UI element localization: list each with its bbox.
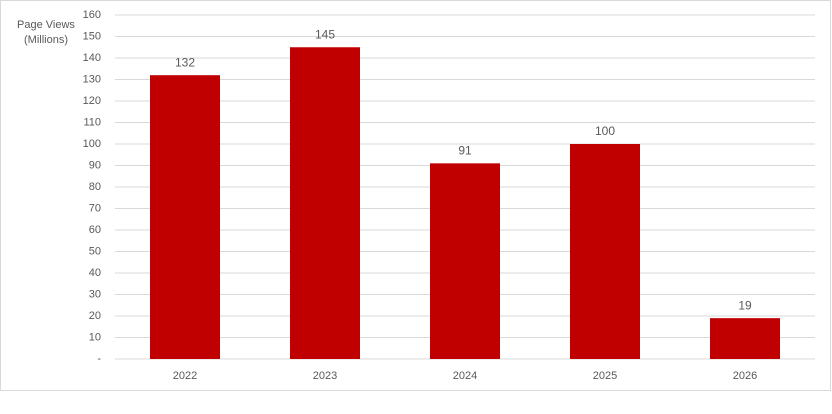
- y-tick-label: 140: [83, 52, 101, 64]
- y-tick-label: 150: [83, 30, 101, 42]
- bar: [570, 144, 640, 359]
- bar: [430, 163, 500, 359]
- y-tick-label: 60: [89, 224, 101, 236]
- x-tick-label: 2025: [593, 370, 617, 382]
- y-tick-label: 110: [83, 116, 101, 128]
- x-tick-label: 2023: [313, 370, 337, 382]
- y-tick-label: 70: [89, 202, 101, 214]
- data-label: 145: [315, 27, 335, 41]
- data-label: 19: [738, 298, 752, 312]
- y-tick-label: 90: [89, 159, 101, 171]
- y-tick-label: 10: [89, 331, 101, 343]
- data-label: 100: [595, 124, 615, 138]
- y-tick-label: 50: [89, 245, 101, 257]
- y-axis-title: (Millions): [24, 34, 68, 46]
- y-tick-label: 160: [83, 9, 101, 21]
- y-tick-label: 120: [83, 95, 101, 107]
- y-tick-label: 30: [89, 288, 101, 300]
- y-tick-label: 40: [89, 267, 101, 279]
- data-label: 91: [458, 144, 472, 158]
- y-tick-label: -: [97, 353, 101, 365]
- bar: [290, 47, 360, 359]
- x-tick-label: 2022: [173, 370, 197, 382]
- chart-border: [0, 0, 831, 391]
- y-tick-label: 80: [89, 181, 101, 193]
- x-tick-label: 2024: [453, 370, 477, 382]
- y-tick-label: 130: [83, 73, 101, 85]
- data-label: 132: [175, 55, 195, 69]
- y-tick-label: 20: [89, 310, 101, 322]
- y-axis-title: Page Views: [17, 19, 75, 31]
- x-tick-label: 2026: [733, 370, 757, 382]
- bar: [710, 318, 780, 359]
- y-tick-label: 100: [83, 138, 101, 150]
- bar: [150, 75, 220, 359]
